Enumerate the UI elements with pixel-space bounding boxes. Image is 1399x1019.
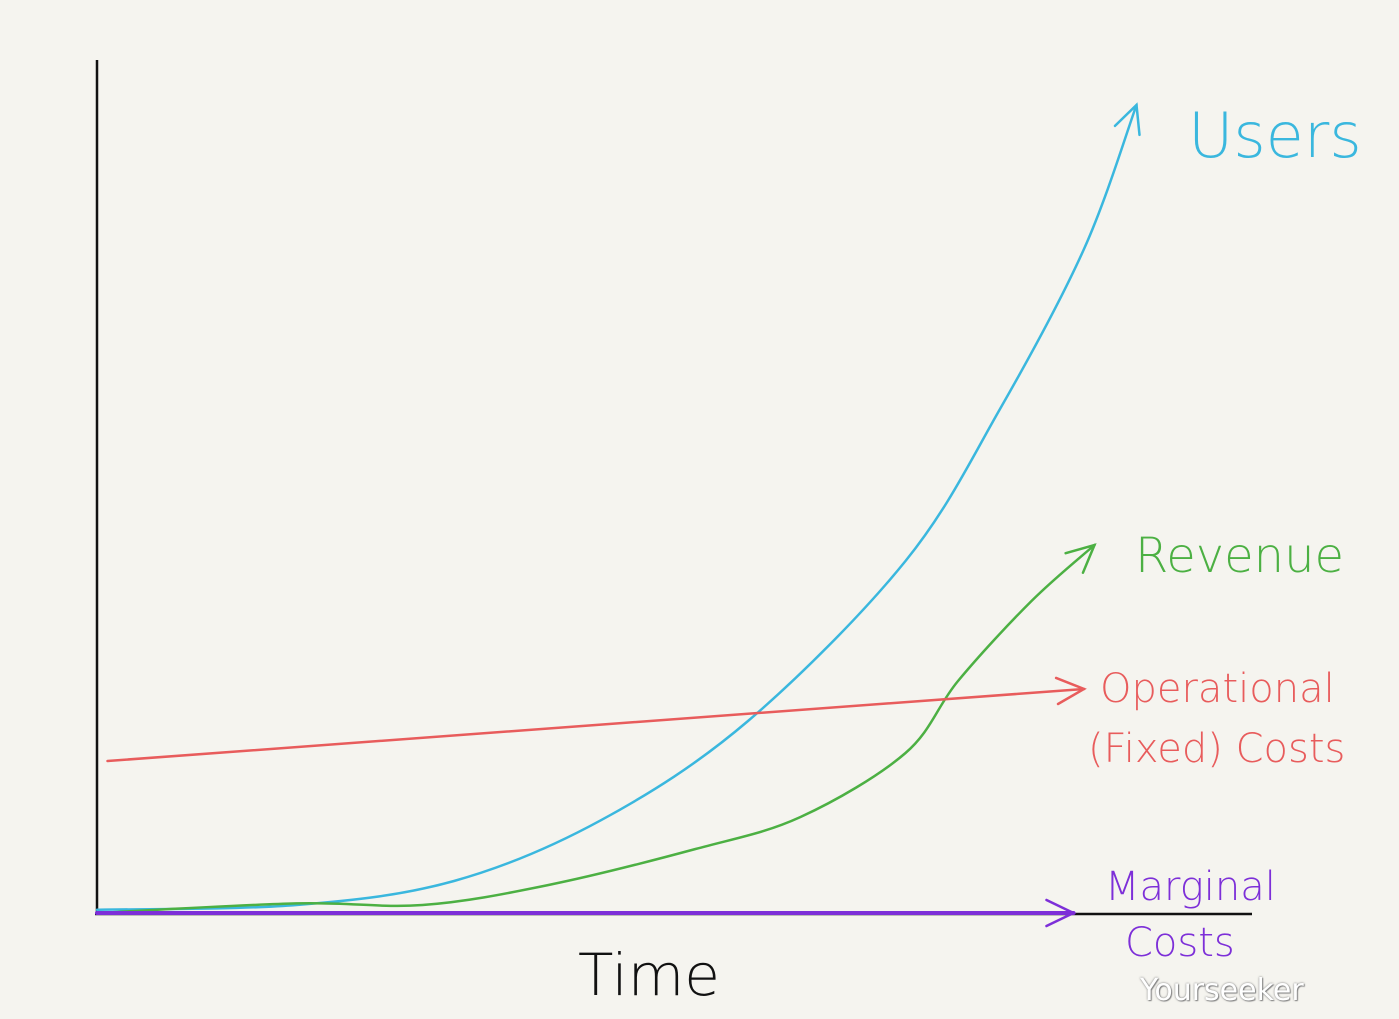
series-line-revenue — [95, 543, 1096, 915]
label-marginal: Marginal — [1105, 864, 1276, 910]
label-revenue: Revenue — [1135, 528, 1344, 584]
series-line-users — [95, 103, 1138, 912]
label-operational: Operational — [1100, 666, 1335, 712]
arrowhead-users — [1113, 102, 1141, 137]
label-fixed-costs: (Fixed) Costs — [1088, 726, 1345, 772]
watermark: Yourseeker — [1140, 973, 1304, 1008]
label-marginal-costs: Costs — [1125, 920, 1235, 966]
arrowhead-revenue — [1064, 543, 1097, 574]
x-axis-label: Time — [578, 941, 720, 1009]
series-line-operational-fixed-costs — [106, 687, 1086, 763]
label-users: Users — [1188, 99, 1362, 172]
arrowhead-marginal-costs — [1045, 898, 1077, 928]
arrowhead-operational-fixed-costs — [1054, 676, 1087, 706]
